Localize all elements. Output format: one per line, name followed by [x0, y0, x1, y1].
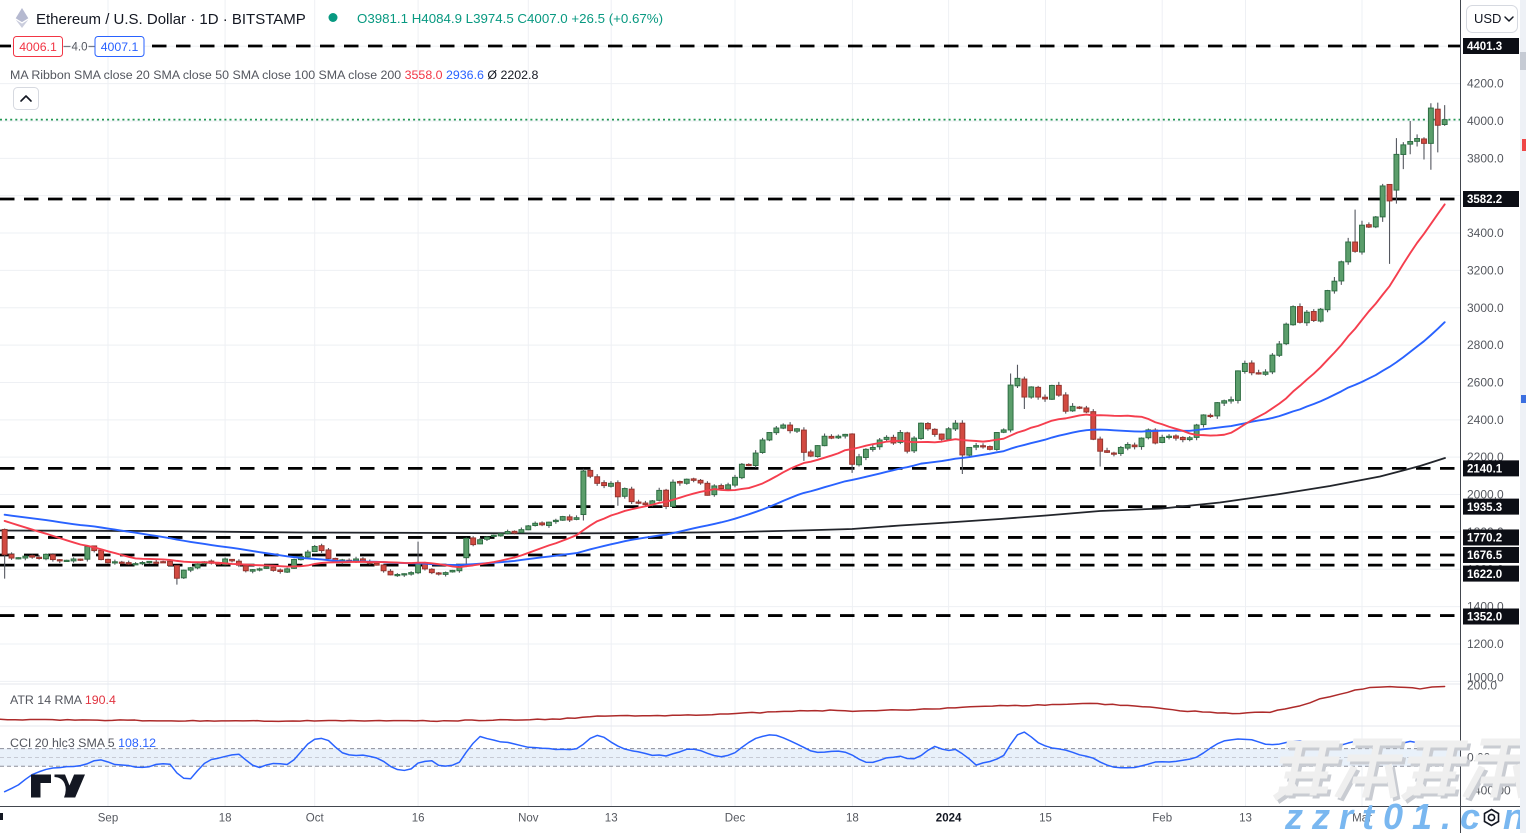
svg-text:1935.3: 1935.3 [1467, 502, 1502, 514]
svg-text:15: 15 [1039, 813, 1052, 825]
svg-text:4.0: 4.0 [72, 42, 88, 54]
svg-text:2400.0: 2400.0 [1467, 413, 1504, 427]
svg-text:Feb: Feb [1152, 813, 1172, 825]
svg-text:1000.0: 1000.0 [1467, 671, 1504, 685]
svg-text:1352.0: 1352.0 [1467, 612, 1502, 624]
svg-text:MA Ribbon SMA close 20 SMA clo: MA Ribbon SMA close 20 SMA close 50 SMA … [10, 68, 538, 82]
svg-text:13: 13 [605, 813, 618, 825]
svg-text:1770.2: 1770.2 [1467, 533, 1502, 545]
svg-text:3000.0: 3000.0 [1467, 301, 1504, 315]
svg-text:1676.5: 1676.5 [1467, 550, 1503, 562]
svg-text:4000.0: 4000.0 [1467, 114, 1504, 128]
svg-text:3400.0: 3400.0 [1467, 226, 1504, 240]
svg-text:2600.0: 2600.0 [1467, 375, 1504, 389]
svg-text:Oct: Oct [306, 813, 325, 825]
svg-text:2000.0: 2000.0 [1467, 488, 1504, 502]
svg-text:4007.1: 4007.1 [101, 40, 139, 54]
svg-text:Dec: Dec [725, 813, 746, 825]
svg-text:13: 13 [1239, 813, 1252, 825]
svg-text:USD: USD [1474, 11, 1501, 26]
svg-text:CCI 20 hlc3 SMA 5 108.12: CCI 20 hlc3 SMA 5 108.12 [10, 736, 156, 750]
svg-text:4401.3: 4401.3 [1467, 41, 1502, 53]
svg-text:18: 18 [846, 813, 859, 825]
svg-text:zzrt01.c: zzrt01.c [1284, 796, 1489, 833]
svg-text:200.0: 200.0 [1467, 679, 1497, 693]
svg-text:4006.1: 4006.1 [19, 40, 57, 54]
svg-text:Ethereum / U.S. Dollar · 1D ·: Ethereum / U.S. Dollar · 1D · BITSTAMP [36, 11, 306, 28]
svg-text:O3981.1 H4084.9 L3974.5 C4007.: O3981.1 H4084.9 L3974.5 C4007.0 +26.5 (+… [357, 11, 663, 26]
svg-text:1200.0: 1200.0 [1467, 637, 1504, 651]
svg-text:Nov: Nov [518, 813, 539, 825]
svg-text:1622.0: 1622.0 [1467, 569, 1502, 581]
svg-text:n: n [1503, 796, 1525, 833]
svg-text:ATR 14 RMA 190.4: ATR 14 RMA 190.4 [10, 693, 116, 707]
svg-text:2140.1: 2140.1 [1467, 464, 1503, 476]
svg-text:Mar: Mar [1352, 813, 1372, 825]
svg-text:Sep: Sep [98, 813, 118, 825]
svg-text:3582.2: 3582.2 [1467, 194, 1502, 206]
svg-text:2800.0: 2800.0 [1467, 338, 1504, 352]
svg-text:16: 16 [412, 813, 425, 825]
svg-text:2024: 2024 [936, 813, 962, 825]
svg-text:4200.0: 4200.0 [1467, 77, 1504, 91]
svg-text:3200.0: 3200.0 [1467, 263, 1504, 277]
svg-text:3800.0: 3800.0 [1467, 151, 1504, 165]
svg-text:18: 18 [219, 813, 232, 825]
